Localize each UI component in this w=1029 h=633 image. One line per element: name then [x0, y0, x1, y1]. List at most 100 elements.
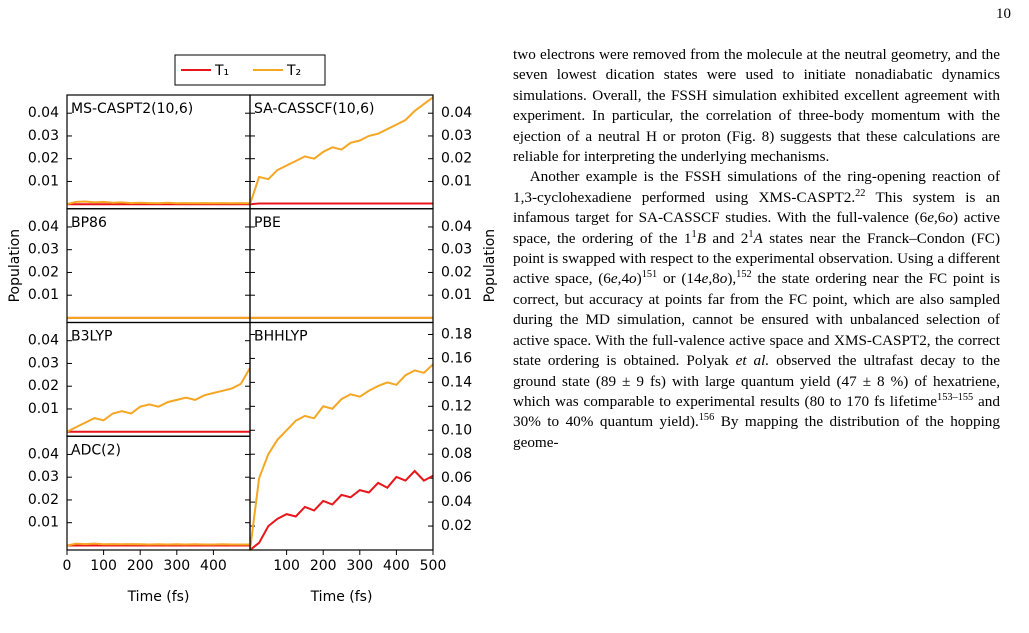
figure: 0.01 0.02 0.03 0.04 MS-CASPT2(10,6) 0.01 0.02 0… [7, 54, 498, 605]
line-series [67, 200, 250, 206]
text-run: ) active space, the ordering of the 1 [513, 209, 1000, 247]
superscript: 156 [698, 412, 715, 424]
y-tick-label: 0.01 [28, 287, 59, 303]
text-run: or (14 [657, 270, 702, 288]
text-run: and 2 [705, 229, 749, 247]
text-run: ,8 [708, 270, 720, 288]
y-tick-label: 0.02 [441, 264, 472, 280]
text-run: two electrons were removed from the mole… [513, 46, 1000, 166]
y-tick-label: 0.02 [28, 378, 59, 394]
text-run: This system is an infamous target for SA… [513, 188, 1000, 227]
y-tick-label: 0.03 [28, 128, 59, 144]
y-tick-label: 0.03 [28, 355, 59, 371]
text-run: Another example is the FSSH simulations … [513, 168, 1000, 206]
x-tick-label: 400 [383, 558, 410, 574]
line-series [250, 202, 433, 206]
panel-title: MS-CASPT2(10,6) [71, 101, 193, 117]
italic-text: B [696, 229, 706, 247]
y-tick-label: 0.02 [28, 264, 59, 280]
text-run: ,4 [617, 270, 630, 288]
paragraph: Another example is the FSSH simulations … [513, 167, 1000, 453]
line-series [250, 363, 433, 550]
line-series [250, 96, 433, 205]
text-run: and 30% to 40% quantum yield). [513, 392, 1000, 431]
line-series [67, 367, 250, 433]
y-tick-label: 0.04 [441, 105, 472, 121]
y-tick-label: 0.02 [28, 492, 59, 508]
x-tick-label: 100 [90, 558, 117, 574]
y-tick-label: 0.10 [441, 422, 472, 438]
panel-title: B3LYP [71, 329, 112, 345]
y-tick-label: 0.18 [441, 326, 472, 342]
panel-title: ADC(2) [71, 442, 121, 458]
paragraph: two electrons were removed from the mole… [513, 45, 1000, 167]
x-tick-label: 100 [273, 558, 300, 574]
italic-text: o [719, 270, 728, 288]
y-tick-label: 0.06 [441, 470, 472, 486]
panel-title: PBE [254, 215, 281, 231]
y-tick-label: 0.04 [441, 219, 472, 235]
y-tick-label: 0.01 [28, 173, 59, 189]
text-run: ,6 [934, 209, 946, 227]
superscript: 151 [641, 269, 658, 281]
italic-text: o [945, 209, 953, 227]
y-tick-label: 0.01 [28, 515, 59, 531]
x-tick-label: 300 [163, 558, 190, 574]
text-run: observed the ultrafast decay to the grou… [513, 352, 1000, 410]
x-tick-label: 500 [420, 558, 447, 574]
panel-frame [249, 321, 434, 551]
x-tick-label: 300 [346, 558, 373, 574]
superscript: 1 [748, 228, 754, 240]
body-text: two electrons were removed from the mole… [513, 45, 1000, 453]
text-run: ), [727, 270, 737, 288]
y-tick-label: 0.01 [28, 401, 59, 417]
y-tick-label: 0.16 [441, 350, 472, 366]
y-tick-label: 0.03 [28, 469, 59, 485]
y-tick-label: 0.03 [28, 242, 59, 258]
y-axis-label: Population [7, 229, 23, 303]
italic-text: A [753, 229, 763, 247]
y-tick-label: 0.08 [441, 446, 472, 462]
y-tick-label: 0.14 [441, 374, 472, 390]
italic-text: et al. [735, 352, 770, 370]
superscript: 152 [736, 269, 752, 281]
italic-text: o [629, 270, 637, 288]
x-tick-label: 400 [200, 558, 227, 574]
x-tick-label: 200 [127, 558, 154, 574]
text-run: states near the Franck–Condon (FC) point… [513, 229, 1000, 288]
y-tick-label: 0.12 [441, 398, 472, 414]
x-tick-label: 200 [310, 558, 337, 574]
superscript: 22 [855, 187, 866, 199]
y-tick-label: 0.04 [441, 494, 472, 510]
y-tick-label: 0.04 [28, 219, 59, 235]
y-tick-label: 0.04 [28, 446, 59, 462]
legend-label: T₂ [286, 63, 301, 79]
text-run: the state ordering near the FC point is … [513, 270, 1000, 370]
panel-title: BP86 [71, 215, 107, 231]
panel-frame [66, 435, 251, 551]
y-tick-label: 0.04 [28, 333, 59, 349]
y-tick-label: 0.02 [441, 151, 472, 167]
italic-text: e [701, 270, 709, 288]
y-tick-label: 0.04 [28, 105, 59, 121]
text-run: ) [636, 270, 642, 288]
italic-text: e [610, 270, 618, 288]
y-axis-label: Population [482, 229, 498, 303]
text-run: By mapping the distribution of the hoppi… [513, 413, 1000, 451]
panel-title: BHHLYP [254, 329, 308, 345]
y-tick-label: 0.03 [441, 128, 472, 144]
legend-label: T₁ [214, 63, 229, 79]
y-tick-label: 0.02 [28, 151, 59, 167]
line-series [250, 469, 433, 550]
y-tick-label: 0.03 [441, 242, 472, 258]
y-tick-label: 0.01 [441, 287, 472, 303]
y-tick-label: 0.02 [441, 518, 472, 534]
page-number: 10 [996, 6, 1011, 22]
x-axis-label: Time (fs) [127, 589, 190, 605]
line-series [67, 542, 250, 547]
x-axis-label: Time (fs) [310, 589, 373, 605]
y-tick-label: 0.01 [441, 173, 472, 189]
x-tick-label: 0 [63, 558, 72, 574]
superscript: 153–155 [937, 391, 974, 403]
